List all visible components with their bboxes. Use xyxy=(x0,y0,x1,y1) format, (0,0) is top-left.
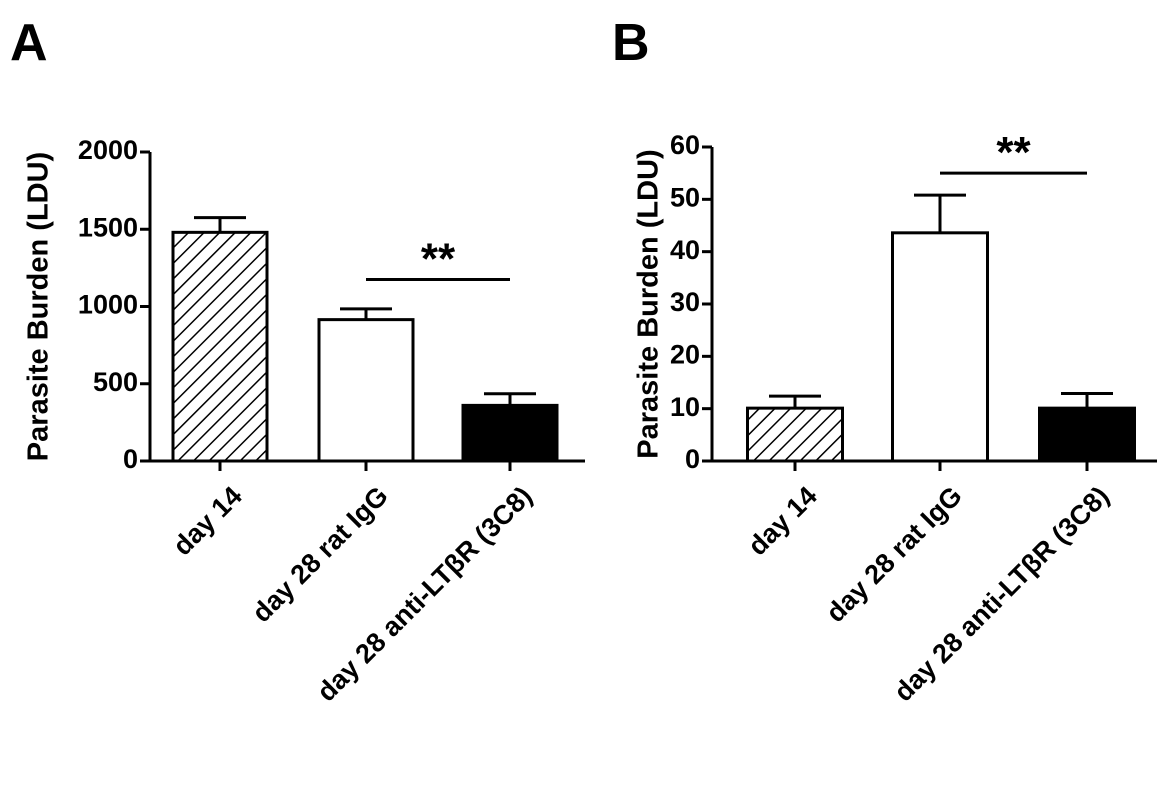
bar xyxy=(461,403,559,463)
y-tick-label: 1000 xyxy=(78,290,138,320)
panel-label: A xyxy=(10,14,48,72)
x-tick-label: day 28 rat IgG xyxy=(820,481,967,628)
bar xyxy=(171,230,269,463)
y-tick-label: 10 xyxy=(670,392,700,422)
y-tick-label: 20 xyxy=(670,339,700,369)
y-tick-label: 2000 xyxy=(78,135,138,165)
y-tick-label: 500 xyxy=(93,367,138,397)
x-tick-label: day 28 rat IgG xyxy=(246,481,393,628)
y-tick-label: 30 xyxy=(670,287,700,317)
significance-label: ** xyxy=(996,128,1031,177)
y-tick-label: 0 xyxy=(123,444,138,474)
y-tick-label: 1500 xyxy=(78,212,138,242)
x-tick-label: day 14 xyxy=(167,481,248,562)
y-tick-label: 40 xyxy=(670,235,700,265)
y-tick-label: 60 xyxy=(670,130,700,160)
y-tick-label: 50 xyxy=(670,182,700,212)
panel-label: B xyxy=(612,14,650,72)
significance-label: ** xyxy=(421,234,456,283)
y-axis-title: Parasite Burden (LDU) xyxy=(633,149,665,458)
bar xyxy=(746,406,844,463)
bar xyxy=(317,318,415,463)
y-tick-label: 0 xyxy=(685,444,700,474)
panel-b: B Parasite Burden (LDU) 0 10 20 30 40 50 60 day 1… xyxy=(612,14,1157,707)
x-tick-label: day 14 xyxy=(742,481,823,562)
bar xyxy=(1038,406,1136,463)
bar xyxy=(891,231,989,463)
y-axis-title: Parasite Burden (LDU) xyxy=(23,152,55,461)
panel-a: A Parasite Burden (LDU) 0 500 1000 1500 2000 da… xyxy=(10,14,585,707)
